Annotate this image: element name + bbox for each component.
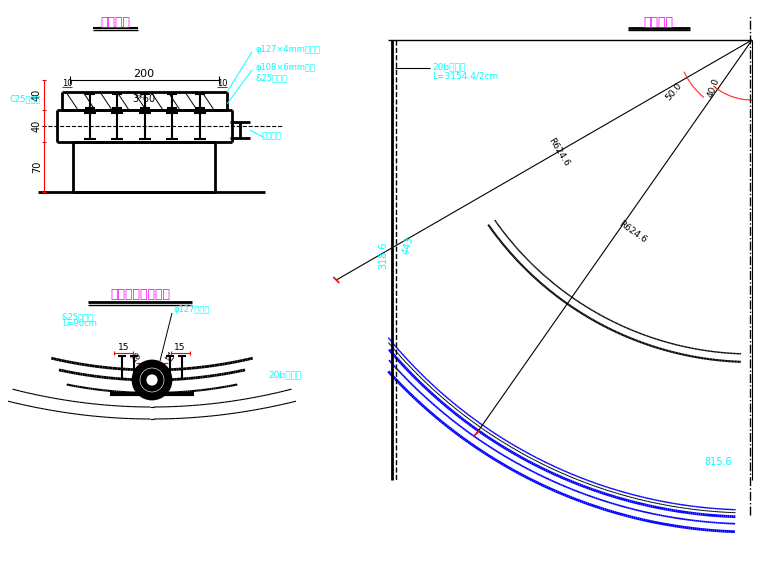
Text: 10: 10 bbox=[217, 79, 227, 88]
Text: R624.6: R624.6 bbox=[547, 136, 572, 168]
Text: 50.0: 50.0 bbox=[664, 82, 684, 103]
Text: 孔口管安装示意图: 孔口管安装示意图 bbox=[110, 288, 170, 302]
Text: 套拱剖面: 套拱剖面 bbox=[100, 15, 130, 28]
Text: 钢束大样: 钢束大样 bbox=[643, 15, 673, 28]
Text: L=90cm: L=90cm bbox=[62, 320, 97, 328]
Text: φ108×6mm钢管: φ108×6mm钢管 bbox=[255, 63, 315, 71]
Text: 70: 70 bbox=[32, 161, 42, 173]
Text: L=3154.4/2cm: L=3154.4/2cm bbox=[432, 71, 499, 80]
Text: 复合衬砌: 复合衬砌 bbox=[262, 132, 282, 140]
Text: 10: 10 bbox=[62, 79, 72, 88]
Text: 815.6: 815.6 bbox=[705, 457, 732, 467]
Text: 318.6: 318.6 bbox=[378, 241, 388, 268]
Circle shape bbox=[133, 361, 171, 399]
Text: 20b工字钢: 20b工字钢 bbox=[432, 63, 465, 71]
Text: 15: 15 bbox=[174, 344, 185, 352]
Text: 3*60: 3*60 bbox=[132, 94, 156, 104]
Text: φ127孔口管: φ127孔口管 bbox=[173, 306, 209, 315]
Text: 20b工字钢: 20b工字钢 bbox=[268, 370, 301, 380]
Text: 40: 40 bbox=[32, 120, 42, 132]
Circle shape bbox=[141, 369, 163, 391]
Text: R624.6: R624.6 bbox=[616, 219, 648, 245]
Text: &25固定筋: &25固定筋 bbox=[255, 74, 287, 83]
Circle shape bbox=[139, 367, 165, 393]
Text: 10: 10 bbox=[161, 351, 175, 365]
Text: C25混凝钢: C25混凝钢 bbox=[10, 95, 41, 104]
Text: 15: 15 bbox=[119, 344, 130, 352]
Text: φ127×4mm孔口管: φ127×4mm孔口管 bbox=[255, 46, 320, 55]
Circle shape bbox=[146, 374, 158, 386]
Text: 443: 443 bbox=[401, 235, 415, 255]
Text: &25固定筋: &25固定筋 bbox=[62, 312, 94, 321]
Text: 40.0: 40.0 bbox=[706, 77, 722, 99]
Text: 10: 10 bbox=[129, 351, 143, 365]
Text: 40: 40 bbox=[32, 89, 42, 101]
Text: 200: 200 bbox=[134, 69, 154, 79]
